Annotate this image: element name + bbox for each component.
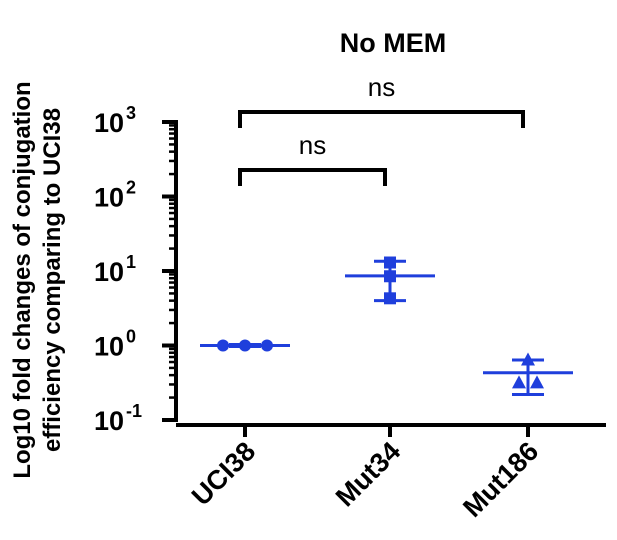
y-tick-exponent: 0 <box>126 327 136 347</box>
data-point-triangle <box>512 375 526 389</box>
significance-label: ns <box>368 72 395 102</box>
data-point-circle <box>239 339 251 352</box>
significance-bracket <box>238 110 525 128</box>
y-tick-exponent: 1 <box>126 252 136 272</box>
y-tick-exponent: -1 <box>126 401 142 421</box>
y-axis-label-line-1: Log10 fold changes of conjugation <box>9 81 36 478</box>
y-tick-exponent: 3 <box>126 103 136 123</box>
y-axis-label-line-2: efficiency comparing to UCI38 <box>39 108 66 452</box>
significance-label: ns <box>299 130 326 160</box>
data-marks <box>200 256 573 396</box>
significance-bracket <box>238 168 387 186</box>
y-tick-label: 10 <box>94 332 124 362</box>
y-tick-label: 10 <box>94 108 124 138</box>
data-point-circle <box>217 339 229 352</box>
data-point-circle <box>261 339 273 352</box>
y-tick-label: 10 <box>94 183 124 213</box>
x-tick-label: Mut186 <box>457 436 544 523</box>
chart-title: No MEM <box>340 28 446 58</box>
x-tick-label: Mut34 <box>330 436 406 512</box>
y-tick-label: 10 <box>94 406 124 436</box>
y-tick-label: 10 <box>94 257 124 287</box>
data-point-triangle <box>530 375 544 389</box>
data-point-square <box>384 270 396 283</box>
y-tick-exponent: 2 <box>126 178 136 198</box>
data-point-triangle <box>521 352 535 366</box>
data-point-square <box>384 292 396 305</box>
significance-annotations: ns ns <box>238 72 525 186</box>
x-tick-label: UCI38 <box>186 436 261 511</box>
y-axis-label: Log10 fold changes of conjugation effici… <box>9 81 66 478</box>
data-point-square <box>384 256 396 269</box>
